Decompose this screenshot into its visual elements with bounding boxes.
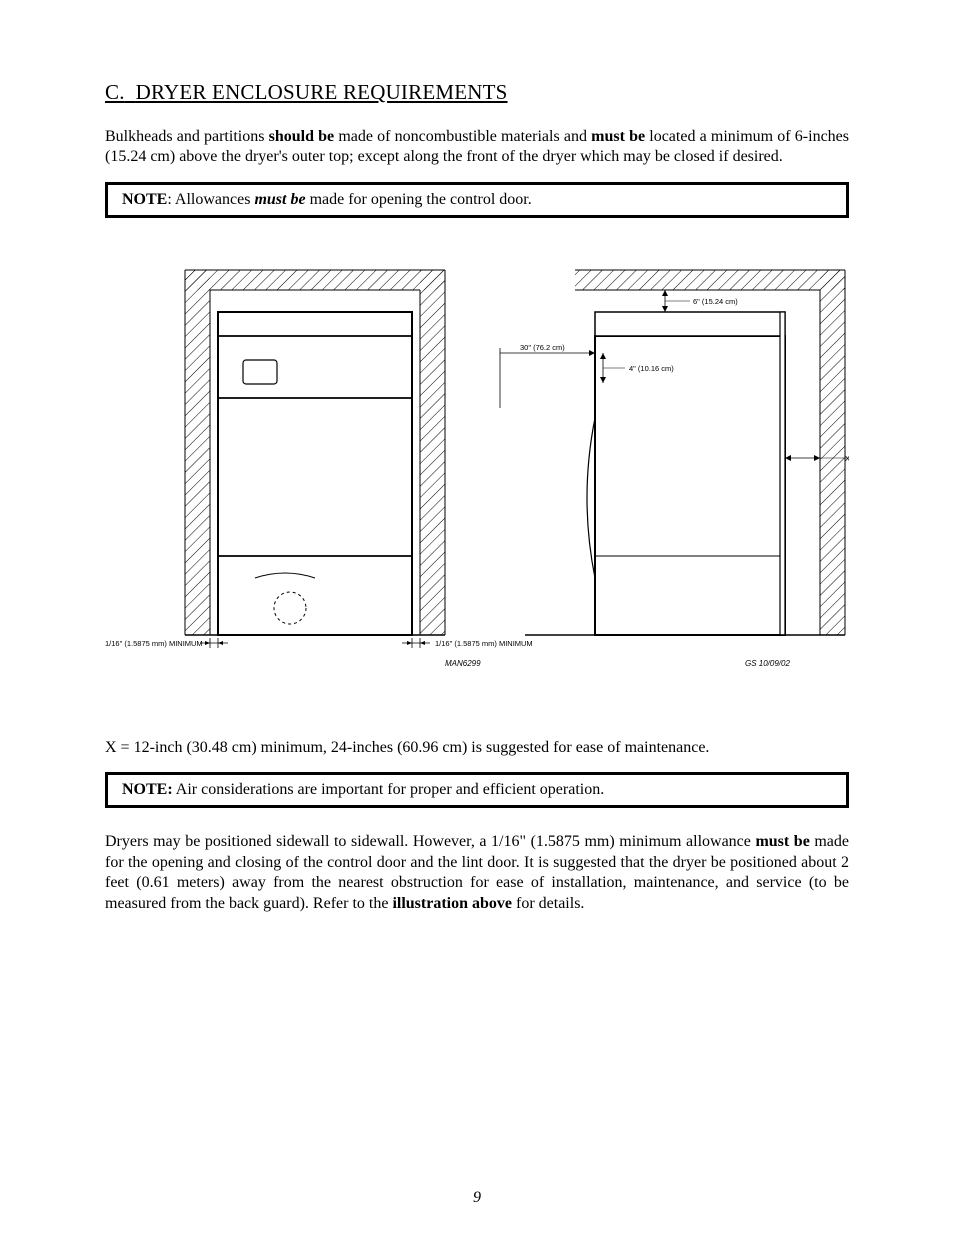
diagram-svg: 1/16" (1.5875 mm) MINIMUM 1/16" (1.5875 … [105, 258, 849, 678]
front-min-right-label: 1/16" (1.5875 mm) MINIMUM [435, 639, 533, 648]
p1-t2: made of noncombustible materials and [334, 128, 591, 145]
p1-b2: must be [591, 128, 645, 145]
intro-paragraph: Bulkheads and partitions should be made … [105, 127, 849, 168]
note1-sep: : [167, 191, 175, 208]
p2-t1: Dryers may be positioned sidewall to sid… [105, 833, 755, 850]
enclosure-diagram: 1/16" (1.5875 mm) MINIMUM 1/16" (1.5875 … [105, 258, 849, 678]
note-box-2: NOTE: Air considerations are important f… [105, 772, 849, 808]
note1-label: NOTE [122, 191, 167, 208]
front-min-left-label: 1/16" (1.5875 mm) MINIMUM [105, 639, 203, 648]
section-prefix: C. [105, 80, 125, 104]
drawing-date: GS 10/09/02 [745, 659, 790, 668]
man-number: MAN6299 [445, 659, 481, 668]
note2-text: Air considerations are important for pro… [173, 781, 605, 798]
note-box-1: NOTE: Allowances must be made for openin… [105, 182, 849, 218]
section-title-text: DRYER ENCLOSURE REQUIREMENTS [136, 80, 508, 104]
x-definition-line: X = 12-inch (30.48 cm) minimum, 24-inche… [105, 738, 849, 758]
front-view: 1/16" (1.5875 mm) MINIMUM 1/16" (1.5875 … [105, 270, 533, 648]
note1-t1: Allowances [175, 191, 255, 208]
section-heading: C. DRYER ENCLOSURE REQUIREMENTS [105, 80, 849, 105]
p2-b2: illustration above [392, 895, 512, 912]
positioning-paragraph: Dryers may be positioned sidewall to sid… [105, 832, 849, 914]
x-label: X [845, 454, 849, 463]
top-6-label: 6" (15.24 cm) [693, 297, 738, 306]
depth-4-label: 4" (10.16 cm) [629, 364, 674, 373]
note1-ib: must be [254, 191, 305, 208]
p1-t1: Bulkheads and partitions [105, 128, 269, 145]
side-view: 30" (76.2 cm) 6" (15.24 cm) 4" (10.16 cm… [500, 270, 849, 635]
p2-t3: for details. [512, 895, 584, 912]
depth-30-label: 30" (76.2 cm) [520, 343, 565, 352]
note1-t2: made for opening the control door. [306, 191, 532, 208]
p1-b1: should be [269, 128, 335, 145]
note2-label: NOTE: [122, 781, 173, 798]
page-number: 9 [0, 1189, 954, 1207]
p2-b1: must be [755, 833, 809, 850]
